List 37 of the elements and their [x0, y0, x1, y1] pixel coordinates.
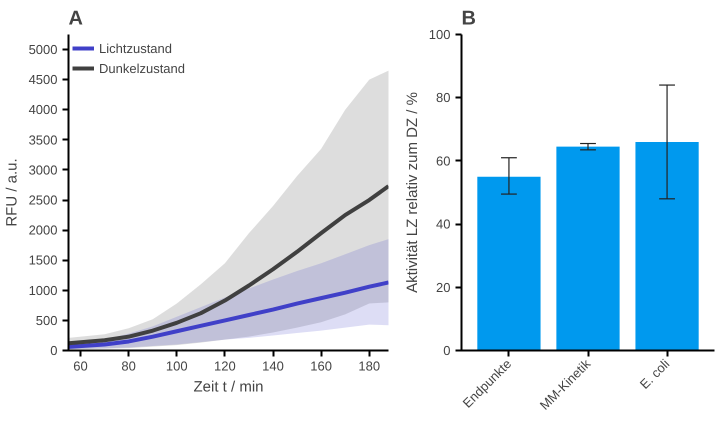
- y-tick-label: 5000: [28, 42, 58, 58]
- y-tick-label: 3000: [28, 162, 58, 178]
- y-tick-label: 2000: [28, 222, 58, 238]
- y-tick-label: 20: [436, 280, 451, 295]
- y-tick-label: 4500: [28, 72, 58, 88]
- y-tick-label: 0: [50, 343, 58, 358]
- line-series: [68, 184, 388, 346]
- y-tick-label: 1500: [28, 252, 58, 268]
- y-tick-label: 100: [428, 27, 451, 42]
- bar: [556, 146, 620, 350]
- y-tick-label: 500: [36, 312, 58, 328]
- x-tick-label: 100: [166, 358, 188, 374]
- x-tick-label: 80: [121, 358, 136, 374]
- bar: [635, 142, 699, 350]
- y-tick-label: 2500: [28, 192, 58, 208]
- y-tick-label: 60: [436, 153, 451, 168]
- y-axis-title: Aktivität LZ relativ zum DZ / %: [404, 92, 421, 293]
- x-axis-title: Zeit t / min: [193, 378, 264, 396]
- chart-title: B: [462, 8, 476, 30]
- y-tick-label: 1000: [28, 282, 58, 298]
- line-series: [68, 280, 388, 349]
- legend-label: Dunkelzustand: [99, 60, 185, 76]
- chart-title: A: [68, 8, 83, 30]
- x-tick-label: 160: [310, 358, 332, 374]
- x-tick-label: 180: [358, 358, 380, 374]
- x-tick-label: 140: [262, 358, 284, 374]
- y-tick-label: 4000: [28, 102, 58, 118]
- x-tick-label: 60: [73, 358, 88, 374]
- x-tick-label: E. coli: [636, 356, 672, 392]
- y-tick-label: 40: [436, 216, 451, 232]
- bar: [477, 176, 541, 350]
- y-tick-label: 80: [436, 90, 451, 106]
- y-axis-title: RFU / a.u.: [4, 158, 21, 227]
- y-tick-label: 0: [443, 343, 451, 358]
- x-tick-label: 120: [214, 358, 236, 374]
- legend-label: Lichtzustand: [99, 40, 172, 56]
- y-tick-label: 3500: [28, 132, 58, 148]
